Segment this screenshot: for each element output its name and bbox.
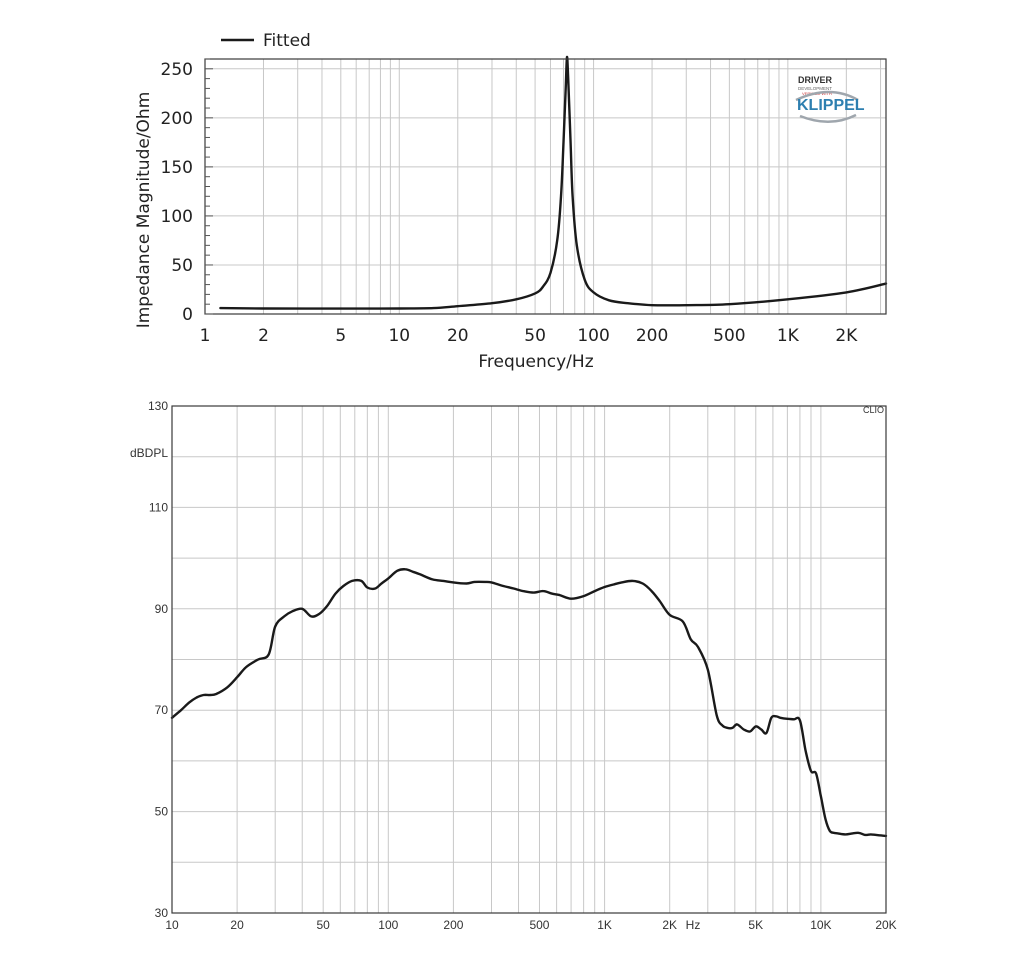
impedance-chart: DRIVER DEVELOPMENT VERIFIED WITH KLIPPEL… bbox=[134, 31, 886, 372]
spl-chart: 10 20 50 100 200 500 1K 2K 5K 10K 20K Hz 30 50 70 90 11… bbox=[130, 399, 897, 932]
impedance-plot-frame bbox=[205, 59, 886, 314]
impedance-grid bbox=[205, 59, 886, 314]
y-tick-label: 110 bbox=[149, 500, 168, 514]
logo-arc-lower bbox=[800, 115, 856, 122]
spl-y-tick-labels: 30 50 70 90 110 130 bbox=[148, 399, 168, 920]
impedance-tick-marks bbox=[205, 59, 213, 314]
impedance-legend: Fitted bbox=[221, 31, 311, 51]
x-tick-label: 50 bbox=[524, 326, 546, 346]
legend-label-fitted: Fitted bbox=[263, 31, 311, 51]
x-tick-label: 200 bbox=[443, 918, 463, 932]
x-tick-label: 2K bbox=[835, 326, 858, 346]
x-tick-label: 500 bbox=[529, 918, 549, 932]
x-tick-label: 2 bbox=[258, 326, 269, 346]
x-tick-label: 100 bbox=[378, 918, 398, 932]
y-tick-label: 130 bbox=[148, 399, 168, 413]
y-tick-label: 100 bbox=[161, 207, 193, 227]
x-tick-label: 20 bbox=[447, 326, 469, 346]
x-tick-label: 500 bbox=[713, 326, 745, 346]
impedance-x-axis-label: Frequency/Hz bbox=[478, 352, 593, 372]
x-tick-label: 1K bbox=[777, 326, 800, 346]
x-tick-label: 5 bbox=[335, 326, 346, 346]
x-tick-label: 1 bbox=[200, 326, 211, 346]
clio-watermark: CLIO bbox=[863, 405, 884, 415]
y-tick-label: 200 bbox=[161, 109, 193, 129]
y-tick-label: 50 bbox=[171, 256, 193, 276]
y-tick-label: 30 bbox=[155, 906, 169, 920]
x-tick-label: 5K bbox=[748, 918, 763, 932]
impedance-curve bbox=[220, 57, 886, 309]
x-tick-label: 200 bbox=[636, 326, 668, 346]
y-tick-label: 150 bbox=[161, 158, 193, 178]
x-tick-label: 10K bbox=[810, 918, 831, 932]
spl-x-axis-label: Hz bbox=[686, 918, 701, 932]
x-tick-label: 1K bbox=[597, 918, 612, 932]
logo-line1: DRIVER bbox=[798, 75, 833, 85]
x-tick-label: 20 bbox=[230, 918, 244, 932]
y-tick-label: 0 bbox=[182, 305, 193, 325]
logo-brand: KLIPPEL bbox=[797, 97, 865, 114]
spl-grid bbox=[172, 406, 886, 913]
x-tick-label: 10 bbox=[165, 918, 179, 932]
impedance-y-tick-labels: 0 50 100 150 200 250 bbox=[161, 60, 193, 325]
spl-x-tick-labels: 10 20 50 100 200 500 1K 2K 5K 10K 20K Hz bbox=[165, 918, 896, 932]
y-tick-label: 70 bbox=[155, 703, 169, 717]
klippel-logo: DRIVER DEVELOPMENT VERIFIED WITH KLIPPEL bbox=[796, 75, 865, 122]
impedance-y-axis-label: Impedance Magnitude/Ohm bbox=[134, 92, 154, 329]
impedance-x-tick-labels: 1 2 5 10 20 50 100 200 500 1K 2K bbox=[200, 326, 859, 346]
x-tick-label: 100 bbox=[577, 326, 609, 346]
y-tick-label: 90 bbox=[155, 602, 169, 616]
x-tick-label: 50 bbox=[317, 918, 331, 932]
x-tick-label: 2K bbox=[662, 918, 677, 932]
x-tick-label: 10 bbox=[388, 326, 410, 346]
y-tick-label: 250 bbox=[161, 60, 193, 80]
x-tick-label: 20K bbox=[875, 918, 896, 932]
y-tick-label: 50 bbox=[155, 805, 169, 819]
spl-y-axis-label: dBDPL bbox=[130, 446, 168, 460]
